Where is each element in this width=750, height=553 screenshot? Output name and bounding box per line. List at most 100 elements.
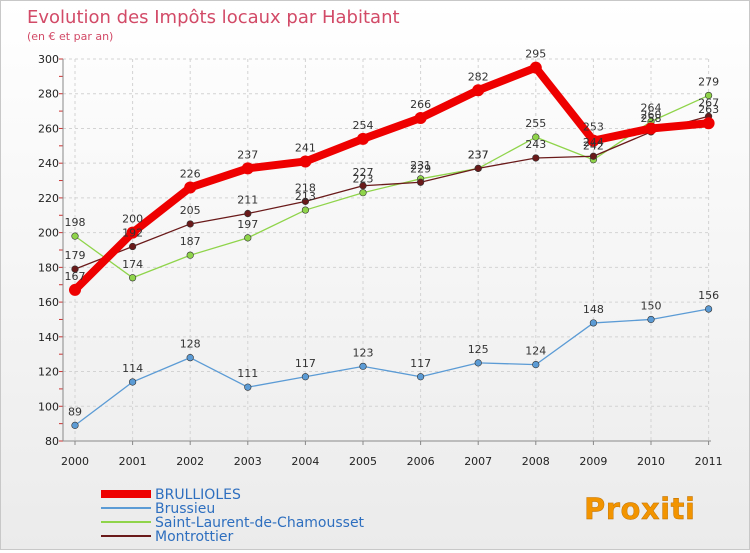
- data-point-saint-laurent-de-chamousset: [704, 91, 713, 100]
- data-label-brussieu: 111: [237, 367, 258, 380]
- data-point-brussieu: [704, 305, 713, 313]
- data-point-montrottier: [589, 152, 598, 160]
- data-point-brussieu: [186, 354, 194, 362]
- series-line-brullioles: [71, 63, 713, 294]
- x-tick-label: 2006: [407, 455, 435, 468]
- data-label-brussieu: 117: [295, 357, 316, 370]
- data-point-montrottier: [71, 265, 79, 273]
- y-tick-label: 140: [38, 331, 59, 344]
- data-label-montrottier: 192: [122, 227, 143, 240]
- data-label-montrottier: 244: [583, 136, 604, 149]
- data-label-brussieu: 124: [525, 345, 546, 358]
- data-point-saint-laurent-de-chamousset: [186, 251, 194, 259]
- data-point-brussieu: [532, 361, 540, 369]
- legend-label-brullioles: BRULLIOLES: [155, 487, 241, 503]
- data-label-saint-laurent-de-chamousset: 255: [525, 117, 546, 130]
- data-label-brullioles: 253: [583, 121, 604, 134]
- data-label-saint-laurent-de-chamousset: 213: [295, 190, 316, 203]
- data-point-brussieu: [417, 373, 425, 381]
- data-label-brussieu: 114: [122, 362, 143, 375]
- chart-subtitle: (en € et par an): [27, 30, 113, 43]
- x-tick-label: 2005: [349, 455, 377, 468]
- data-point-brullioles: [702, 117, 715, 130]
- data-label-saint-laurent-de-chamousset: 197: [237, 218, 258, 231]
- data-label-brussieu: 125: [468, 343, 489, 356]
- x-tick-label: 2004: [291, 455, 319, 468]
- data-label-montrottier: 211: [237, 194, 258, 207]
- data-point-brussieu: [71, 421, 79, 429]
- data-point-brullioles: [184, 181, 197, 194]
- y-tick-label: 80: [45, 435, 59, 448]
- data-point-brussieu: [244, 383, 252, 391]
- data-label-saint-laurent-de-chamousset: 242: [583, 140, 604, 153]
- data-label-montrottier: 227: [353, 166, 374, 179]
- data-label-brussieu: 123: [353, 346, 374, 359]
- legend: BRULLIOLESBrussieuSaint-Laurent-de-Chamo…: [101, 487, 365, 545]
- y-tick-label: 200: [38, 227, 59, 240]
- data-point-brussieu: [301, 373, 310, 381]
- data-label-brussieu: 128: [180, 338, 201, 351]
- legend-label-montrottier: Montrottier: [155, 529, 234, 545]
- data-label-montrottier: 258: [641, 112, 662, 125]
- data-label-montrottier: 205: [180, 204, 201, 217]
- axes: 80 100 120 140 160 180 200 220 240 260 280 300 2000 2…: [38, 53, 723, 468]
- data-label-brullioles: 266: [410, 98, 431, 111]
- data-point-saint-laurent-de-chamousset: [129, 274, 137, 282]
- legend-label-brussieu: Brussieu: [155, 501, 215, 517]
- data-label-brullioles: 263: [698, 103, 719, 116]
- data-label-brussieu: 89: [68, 405, 82, 418]
- data-label-saint-laurent-de-chamousset: 223: [353, 173, 374, 186]
- data-label-montrottier: 218: [295, 181, 316, 194]
- data-label-montrottier: 179: [65, 249, 86, 262]
- grid: [63, 58, 711, 442]
- data-point-brullioles: [357, 132, 369, 145]
- data-label-montrottier: 243: [525, 138, 546, 151]
- data-point-montrottier: [474, 164, 482, 172]
- data-label-brullioles: 226: [180, 167, 201, 180]
- y-tick-label: 100: [38, 400, 59, 413]
- y-tick-label: 120: [38, 366, 59, 379]
- data-label-montrottier: 267: [698, 96, 719, 109]
- data-label-saint-laurent-de-chamousset: 174: [122, 258, 143, 271]
- data-point-brullioles: [241, 162, 254, 175]
- data-label-saint-laurent-de-chamousset: 187: [180, 235, 201, 248]
- data-label-saint-laurent-de-chamousset: 198: [65, 216, 86, 229]
- data-point-montrottier: [417, 178, 425, 186]
- data-label-montrottier: 229: [410, 162, 431, 175]
- x-tick-label: 2001: [119, 455, 147, 468]
- data-labels: 198 174 187 197 213 223 231 237 255 242 264 279 179 1…: [65, 48, 720, 419]
- data-label-brussieu: 150: [641, 299, 662, 312]
- data-point-brussieu: [359, 362, 367, 370]
- data-point-brullioles: [299, 155, 312, 168]
- data-label-brussieu: 148: [583, 303, 604, 316]
- data-point-brussieu: [647, 315, 655, 324]
- legend-label-saint-laurent-de-chamousset: Saint-Laurent-de-Chamousset: [155, 515, 365, 531]
- series-lines: [69, 61, 715, 429]
- data-label-montrottier: 237: [468, 148, 489, 161]
- data-point-montrottier: [359, 182, 367, 190]
- data-point-brussieu: [589, 319, 598, 327]
- data-point-brullioles: [472, 84, 485, 97]
- proxiti-logo: Proxiti: [584, 492, 695, 526]
- data-point-montrottier: [129, 242, 137, 251]
- data-point-montrottier: [244, 209, 252, 218]
- data-label-saint-laurent-de-chamousset: 264: [641, 102, 662, 115]
- data-label-brullioles: 254: [353, 119, 374, 132]
- data-label-saint-laurent-de-chamousset: 237: [468, 148, 489, 161]
- y-tick-label: 300: [38, 53, 59, 66]
- y-tick-label: 220: [38, 192, 59, 205]
- data-point-brullioles: [529, 61, 542, 74]
- data-label-brullioles: 237: [237, 148, 258, 161]
- x-tick-label: 2007: [464, 455, 492, 468]
- data-point-saint-laurent-de-chamousset: [532, 133, 540, 141]
- data-point-montrottier: [301, 197, 310, 205]
- x-tick-label: 2002: [176, 455, 204, 468]
- data-label-saint-laurent-de-chamousset: 231: [410, 159, 431, 172]
- x-tick-label: 2010: [637, 455, 665, 468]
- series-line-saint-laurent-de-chamousset: [74, 94, 710, 279]
- data-point-saint-laurent-de-chamousset: [244, 234, 252, 242]
- x-tick-label: 2009: [579, 455, 607, 468]
- logo-text: Proxiti: [584, 492, 695, 526]
